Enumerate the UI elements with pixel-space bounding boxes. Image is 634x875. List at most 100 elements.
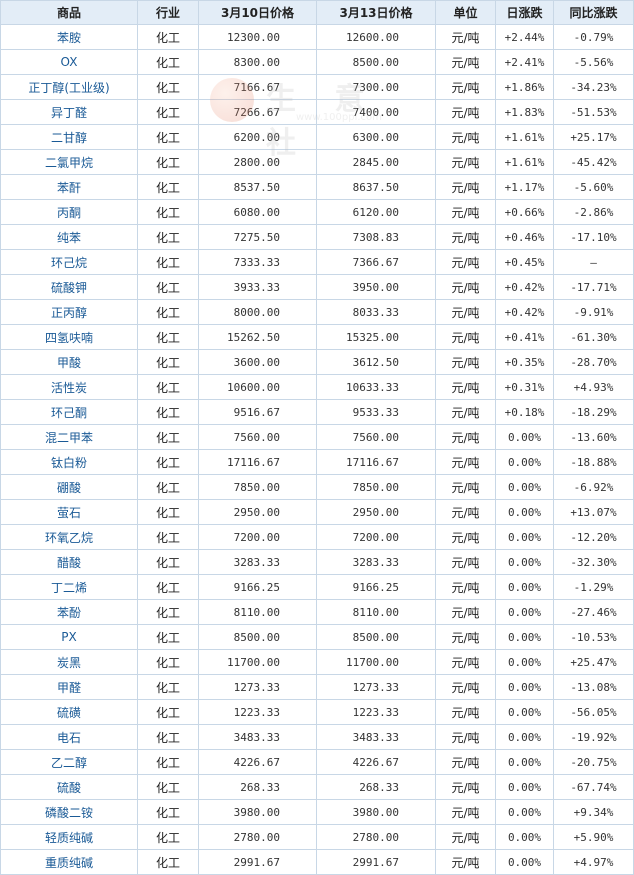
product-name-link[interactable]: OX — [0, 49, 138, 75]
product-name-link[interactable]: 硫酸 — [0, 774, 138, 800]
price-mar13-cell: 8637.50 — [316, 174, 436, 200]
daily-change-cell: +0.35% — [495, 349, 554, 375]
price-mar10-cell: 4226.67 — [198, 749, 317, 775]
product-name-link[interactable]: 电石 — [0, 724, 138, 750]
price-mar10-cell: 2800.00 — [198, 149, 317, 175]
industry-cell: 化工 — [137, 224, 199, 250]
unit-cell: 元/吨 — [435, 424, 496, 450]
product-name-link[interactable]: 丙酮 — [0, 199, 138, 225]
industry-cell: 化工 — [137, 699, 199, 725]
price-mar10-cell: 12300.00 — [198, 24, 317, 50]
product-name-link[interactable]: 正丙醇 — [0, 299, 138, 325]
price-mar13-cell: 7366.67 — [316, 249, 436, 275]
product-name-link[interactable]: 异丁醛 — [0, 99, 138, 125]
product-name-link[interactable]: 重质纯碱 — [0, 849, 138, 875]
daily-change-cell: 0.00% — [495, 599, 554, 625]
yoy-change-cell: -20.75% — [553, 749, 634, 775]
table-row: 异丁醛 化工 7266.67 7400.00 元/吨 +1.83% -51.53% — [0, 99, 634, 125]
price-mar13-cell: 2950.00 — [316, 499, 436, 525]
product-name-link[interactable]: 炭黑 — [0, 649, 138, 675]
industry-cell: 化工 — [137, 24, 199, 50]
industry-cell: 化工 — [137, 524, 199, 550]
product-name-link[interactable]: 硫磺 — [0, 699, 138, 725]
product-name-link[interactable]: 混二甲苯 — [0, 424, 138, 450]
table-row: 硫酸 化工 268.33 268.33 元/吨 0.00% -67.74% — [0, 774, 634, 800]
daily-change-cell: +2.41% — [495, 49, 554, 75]
table-row: 硫酸钾 化工 3933.33 3950.00 元/吨 +0.42% -17.71% — [0, 274, 634, 300]
table-row: 环氧乙烷 化工 7200.00 7200.00 元/吨 0.00% -12.20% — [0, 524, 634, 550]
price-mar13-cell: 7308.83 — [316, 224, 436, 250]
product-name-link[interactable]: PX — [0, 624, 138, 650]
product-name-link[interactable]: 磷酸二铵 — [0, 799, 138, 825]
price-mar13-cell: 10633.33 — [316, 374, 436, 400]
price-mar10-cell: 7850.00 — [198, 474, 317, 500]
product-name-link[interactable]: 二氯甲烷 — [0, 149, 138, 175]
price-mar13-cell: 11700.00 — [316, 649, 436, 675]
unit-cell: 元/吨 — [435, 149, 496, 175]
product-name-link[interactable]: 二甘醇 — [0, 124, 138, 150]
table-row: 二甘醇 化工 6200.00 6300.00 元/吨 +1.61% +25.17% — [0, 124, 634, 150]
price-mar10-cell: 2950.00 — [198, 499, 317, 525]
yoy-change-cell: -2.86% — [553, 199, 634, 225]
industry-cell: 化工 — [137, 199, 199, 225]
product-name-link[interactable]: 活性炭 — [0, 374, 138, 400]
industry-cell: 化工 — [137, 99, 199, 125]
product-name-link[interactable]: 甲醛 — [0, 674, 138, 700]
product-name-link[interactable]: 醋酸 — [0, 549, 138, 575]
daily-change-cell: 0.00% — [495, 624, 554, 650]
product-name-link[interactable]: 四氢呋喃 — [0, 324, 138, 350]
price-mar10-cell: 2780.00 — [198, 824, 317, 850]
price-mar13-cell: 7400.00 — [316, 99, 436, 125]
unit-cell: 元/吨 — [435, 574, 496, 600]
daily-change-cell: 0.00% — [495, 649, 554, 675]
daily-change-cell: +1.17% — [495, 174, 554, 200]
product-name-link[interactable]: 硼酸 — [0, 474, 138, 500]
product-name-link[interactable]: 苯酚 — [0, 599, 138, 625]
product-name-link[interactable]: 环己酮 — [0, 399, 138, 425]
daily-change-cell: +0.46% — [495, 224, 554, 250]
product-name-link[interactable]: 环氧乙烷 — [0, 524, 138, 550]
table-row: 苯胺 化工 12300.00 12600.00 元/吨 +2.44% -0.79% — [0, 24, 634, 50]
yoy-change-cell: +4.97% — [553, 849, 634, 875]
table-header-row: 商品 行业 3月10日价格 3月13日价格 单位 日涨跌 同比涨跌 — [0, 0, 634, 25]
industry-cell: 化工 — [137, 449, 199, 475]
daily-change-cell: 0.00% — [495, 774, 554, 800]
table-row: 轻质纯碱 化工 2780.00 2780.00 元/吨 0.00% +5.90% — [0, 824, 634, 850]
yoy-change-cell: -18.88% — [553, 449, 634, 475]
table-row: 硫磺 化工 1223.33 1223.33 元/吨 0.00% -56.05% — [0, 699, 634, 725]
price-mar10-cell: 2991.67 — [198, 849, 317, 875]
yoy-change-cell: -17.71% — [553, 274, 634, 300]
header-unit: 单位 — [435, 0, 496, 25]
industry-cell: 化工 — [137, 824, 199, 850]
unit-cell: 元/吨 — [435, 49, 496, 75]
product-name-link[interactable]: 乙二醇 — [0, 749, 138, 775]
product-name-link[interactable]: 甲酸 — [0, 349, 138, 375]
table-row: PX 化工 8500.00 8500.00 元/吨 0.00% -10.53% — [0, 624, 634, 650]
product-name-link[interactable]: 环己烷 — [0, 249, 138, 275]
price-mar13-cell: 3950.00 — [316, 274, 436, 300]
product-name-link[interactable]: 钛白粉 — [0, 449, 138, 475]
unit-cell: 元/吨 — [435, 374, 496, 400]
product-name-link[interactable]: 轻质纯碱 — [0, 824, 138, 850]
yoy-change-cell: -19.92% — [553, 724, 634, 750]
product-name-link[interactable]: 苯胺 — [0, 24, 138, 50]
table-row: 电石 化工 3483.33 3483.33 元/吨 0.00% -19.92% — [0, 724, 634, 750]
product-name-link[interactable]: 苯酐 — [0, 174, 138, 200]
unit-cell: 元/吨 — [435, 174, 496, 200]
table-row: 纯苯 化工 7275.50 7308.83 元/吨 +0.46% -17.10% — [0, 224, 634, 250]
price-mar10-cell: 6080.00 — [198, 199, 317, 225]
industry-cell: 化工 — [137, 549, 199, 575]
unit-cell: 元/吨 — [435, 224, 496, 250]
product-name-link[interactable]: 丁二烯 — [0, 574, 138, 600]
product-name-link[interactable]: 硫酸钾 — [0, 274, 138, 300]
product-name-link[interactable]: 正丁醇(工业级) — [0, 74, 138, 100]
yoy-change-cell: -18.29% — [553, 399, 634, 425]
table-row: 炭黑 化工 11700.00 11700.00 元/吨 0.00% +25.47% — [0, 649, 634, 675]
industry-cell: 化工 — [137, 574, 199, 600]
product-name-link[interactable]: 萤石 — [0, 499, 138, 525]
table-row: 钛白粉 化工 17116.67 17116.67 元/吨 0.00% -18.88% — [0, 449, 634, 475]
yoy-change-cell: -28.70% — [553, 349, 634, 375]
product-name-link[interactable]: 纯苯 — [0, 224, 138, 250]
price-mar13-cell: 9166.25 — [316, 574, 436, 600]
yoy-change-cell: — — [553, 249, 634, 275]
